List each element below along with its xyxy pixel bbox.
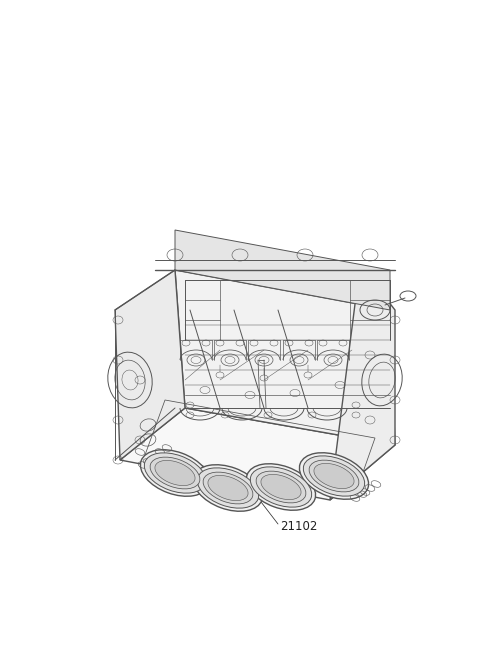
Polygon shape <box>175 270 395 445</box>
Ellipse shape <box>203 472 253 504</box>
Ellipse shape <box>193 465 263 512</box>
Ellipse shape <box>155 460 195 485</box>
Ellipse shape <box>261 474 301 500</box>
Polygon shape <box>175 230 390 310</box>
Polygon shape <box>115 270 185 460</box>
Ellipse shape <box>141 450 210 496</box>
Ellipse shape <box>256 471 306 503</box>
Ellipse shape <box>309 460 359 492</box>
Ellipse shape <box>208 476 248 500</box>
Ellipse shape <box>197 468 259 508</box>
Polygon shape <box>330 265 395 500</box>
Ellipse shape <box>150 457 200 489</box>
Ellipse shape <box>144 453 206 493</box>
Ellipse shape <box>246 464 315 510</box>
Ellipse shape <box>250 467 312 507</box>
Ellipse shape <box>300 453 369 499</box>
Polygon shape <box>120 408 395 500</box>
Ellipse shape <box>314 464 354 489</box>
Ellipse shape <box>303 456 365 496</box>
Text: 21102: 21102 <box>280 521 317 534</box>
